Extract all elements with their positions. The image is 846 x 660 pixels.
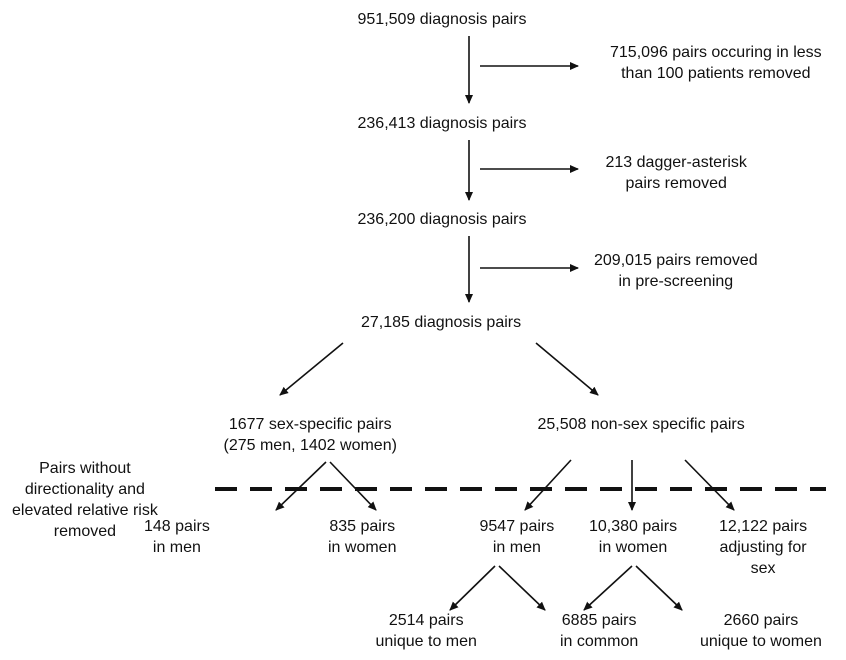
node-text-line: 25,508 non-sex specific pairs [537,416,745,433]
node-text-line: in men [492,539,541,556]
node-dagger-asterisk-removed: 213 dagger-asterisk pairs removed [606,152,747,194]
node-sex-specific-pairs: 1677 sex-specific pairs (275 men, 1402 wo… [224,414,397,456]
node-text-line: pairs removed [625,175,727,192]
node-text-line: 213 dagger-asterisk [605,154,747,171]
node-text-line: sex [750,560,776,577]
node-236413-diagnosis-pairs: 236,413 diagnosis pairs [358,113,527,134]
node-text-line: 2660 pairs [723,612,799,629]
arrow-m2-to-com [498,565,546,611]
side-note-filter-label: Pairs without directionality and elevated … [12,458,158,542]
node-text-line: in common [560,633,639,650]
node-text-line: 27,185 diagnosis pairs [361,314,522,331]
node-removed-less-than-100-patients: 715,096 pairs occuring in less than 100 p… [610,42,822,84]
arrow-nonsex-to-adj [684,459,735,511]
node-text-line: 951,509 diagnosis pairs [357,11,527,28]
node-text-line: 2514 pairs [388,612,464,629]
arrow-sexs-to-w1 [329,461,377,511]
arrow-m2-to-um [449,565,496,611]
node-835-pairs-women: 835 pairs in women [328,516,396,558]
node-text-line: 835 pairs [329,518,396,535]
node-text-line: than 100 patients removed [621,65,811,82]
node-text-line: in women [598,539,668,556]
node-text-line: 236,413 diagnosis pairs [357,115,527,132]
arrow-nonsex-to-m2 [524,459,572,511]
node-12122-pairs-adjusting-sex: 12,122 pairs adjusting for sex [719,516,807,579]
arrow-sexs-to-m1 [275,461,327,511]
node-9547-pairs-men: 9547 pairs in men [480,516,555,558]
node-10380-pairs-women: 10,380 pairs in women [589,516,677,558]
node-text-line: directionality and [24,481,145,498]
node-text-line: 209,015 pairs removed [594,252,758,269]
arrow-w2-to-uw [635,565,683,611]
arrow-w2-to-com [583,565,633,611]
node-text-line: removed [53,523,117,540]
node-text-line: (275 men, 1402 women) [223,437,397,454]
node-text-line: in women [328,539,397,556]
node-non-sex-specific-pairs: 25,508 non-sex specific pairs [538,414,745,435]
node-236200-diagnosis-pairs: 236,200 diagnosis pairs [358,209,527,230]
node-text-line: in pre-screening [618,273,734,290]
node-text-line: 148 pairs [144,518,210,535]
node-951509-diagnosis-pairs: 951,509 diagnosis pairs [358,9,527,30]
node-text-line: unique to men [375,633,477,650]
node-text-line: 12,122 pairs [719,518,808,535]
node-text-line: 715,096 pairs occuring in less [610,44,822,61]
node-text-line: elevated relative risk [12,502,158,519]
node-unique-to-women: 2660 pairs unique to women [700,610,822,652]
node-unique-to-men: 2514 pairs unique to men [376,610,477,652]
node-text-line: adjusting for [719,539,807,556]
node-27185-diagnosis-pairs: 27,185 diagnosis pairs [361,312,521,333]
node-text-line: in men [152,539,201,556]
node-text-line: Pairs without [39,460,131,477]
arrow-n4-to-sexs [279,342,344,396]
node-text-line: 9547 pairs [479,518,555,535]
node-text-line: 1677 sex-specific pairs [228,416,392,433]
node-148-pairs-men: 148 pairs in men [144,516,210,558]
arrow-n4-to-nonsex [535,342,599,396]
node-text-line: 236,200 diagnosis pairs [357,211,527,228]
node-in-common: 6885 pairs in common [560,610,638,652]
node-prescreening-removed: 209,015 pairs removed in pre-screening [594,250,758,292]
node-text-line: unique to women [700,633,822,650]
node-text-line: 6885 pairs [561,612,637,629]
node-text-line: 10,380 pairs [589,518,678,535]
